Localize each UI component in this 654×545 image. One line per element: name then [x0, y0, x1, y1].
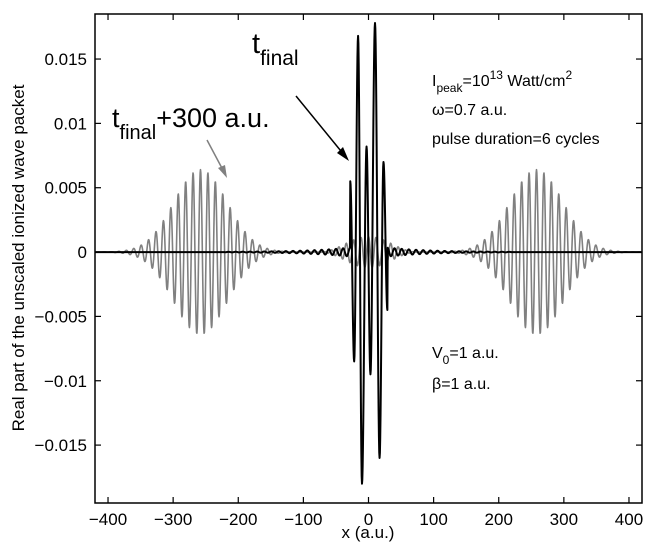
x-tick-label: −300 [154, 510, 192, 529]
x-tick-label: −100 [284, 510, 322, 529]
series-label-later-sub: final [120, 122, 157, 144]
arrow-final-shaft [295, 95, 346, 157]
annotation-omega: ω=0.7 a.u. [432, 102, 507, 119]
ipeak-unit-exp: 2 [566, 68, 573, 82]
y-tick-label: 0 [78, 243, 87, 262]
series-label-later-main: t [112, 103, 120, 133]
series-line-final [94, 22, 643, 485]
y-axis-title: Real part of the unscaled ionized wave p… [9, 84, 28, 431]
v0-sub: 0 [443, 353, 450, 367]
y-tick-label: 0.015 [44, 50, 87, 69]
x-tick-label: 300 [550, 510, 578, 529]
x-tick-label: −400 [89, 510, 127, 529]
series-layer [94, 22, 643, 485]
x-tick-label: 200 [485, 510, 513, 529]
v0-prefix: V [432, 345, 443, 362]
annotation-ipeak: Ipeak=1013 Watt/cm2 [432, 68, 573, 95]
ipeak-exp: 13 [490, 68, 504, 82]
y-tick-label: −0.01 [44, 372, 87, 391]
ipeak-unit: Watt/cm [503, 73, 566, 90]
series-label-final: tfinal [252, 28, 299, 70]
ipeak-sub: peak [436, 81, 463, 95]
arrow-final-head [337, 147, 349, 161]
y-tick-label: 0.01 [54, 114, 87, 133]
ipeak-prefix: I [432, 73, 436, 90]
y-tick-label: −0.015 [35, 436, 87, 455]
y-tick-label: −0.005 [35, 307, 87, 326]
ticks-layer: −400 −300 −200 −100 0 100 200 300 400−0.015−0.01… [35, 14, 643, 529]
series-label-final-sub: final [260, 47, 299, 70]
x-tick-label: 400 [615, 510, 643, 529]
ipeak-eq: =10 [462, 73, 489, 90]
x-axis-title: x (a.u.) [342, 523, 395, 542]
y-tick-label: 0.005 [44, 179, 87, 198]
x-tick-label: 100 [419, 510, 447, 529]
annotation-v0: V0=1 a.u. [432, 345, 499, 367]
x-tick-label: 0 [364, 510, 373, 529]
annotation-beta: β=1 a.u. [432, 376, 491, 393]
series-label-final-main: t [252, 28, 260, 60]
v0-suffix: =1 a.u. [449, 345, 498, 362]
series-label-later-tail: +300 a.u. [156, 103, 269, 133]
x-tick-label: −200 [219, 510, 257, 529]
series-label-later: tfinal+300 a.u. [112, 103, 270, 144]
arrow-later-head [218, 165, 227, 178]
annotation-pulse-duration: pulse duration=6 cycles [432, 131, 600, 148]
